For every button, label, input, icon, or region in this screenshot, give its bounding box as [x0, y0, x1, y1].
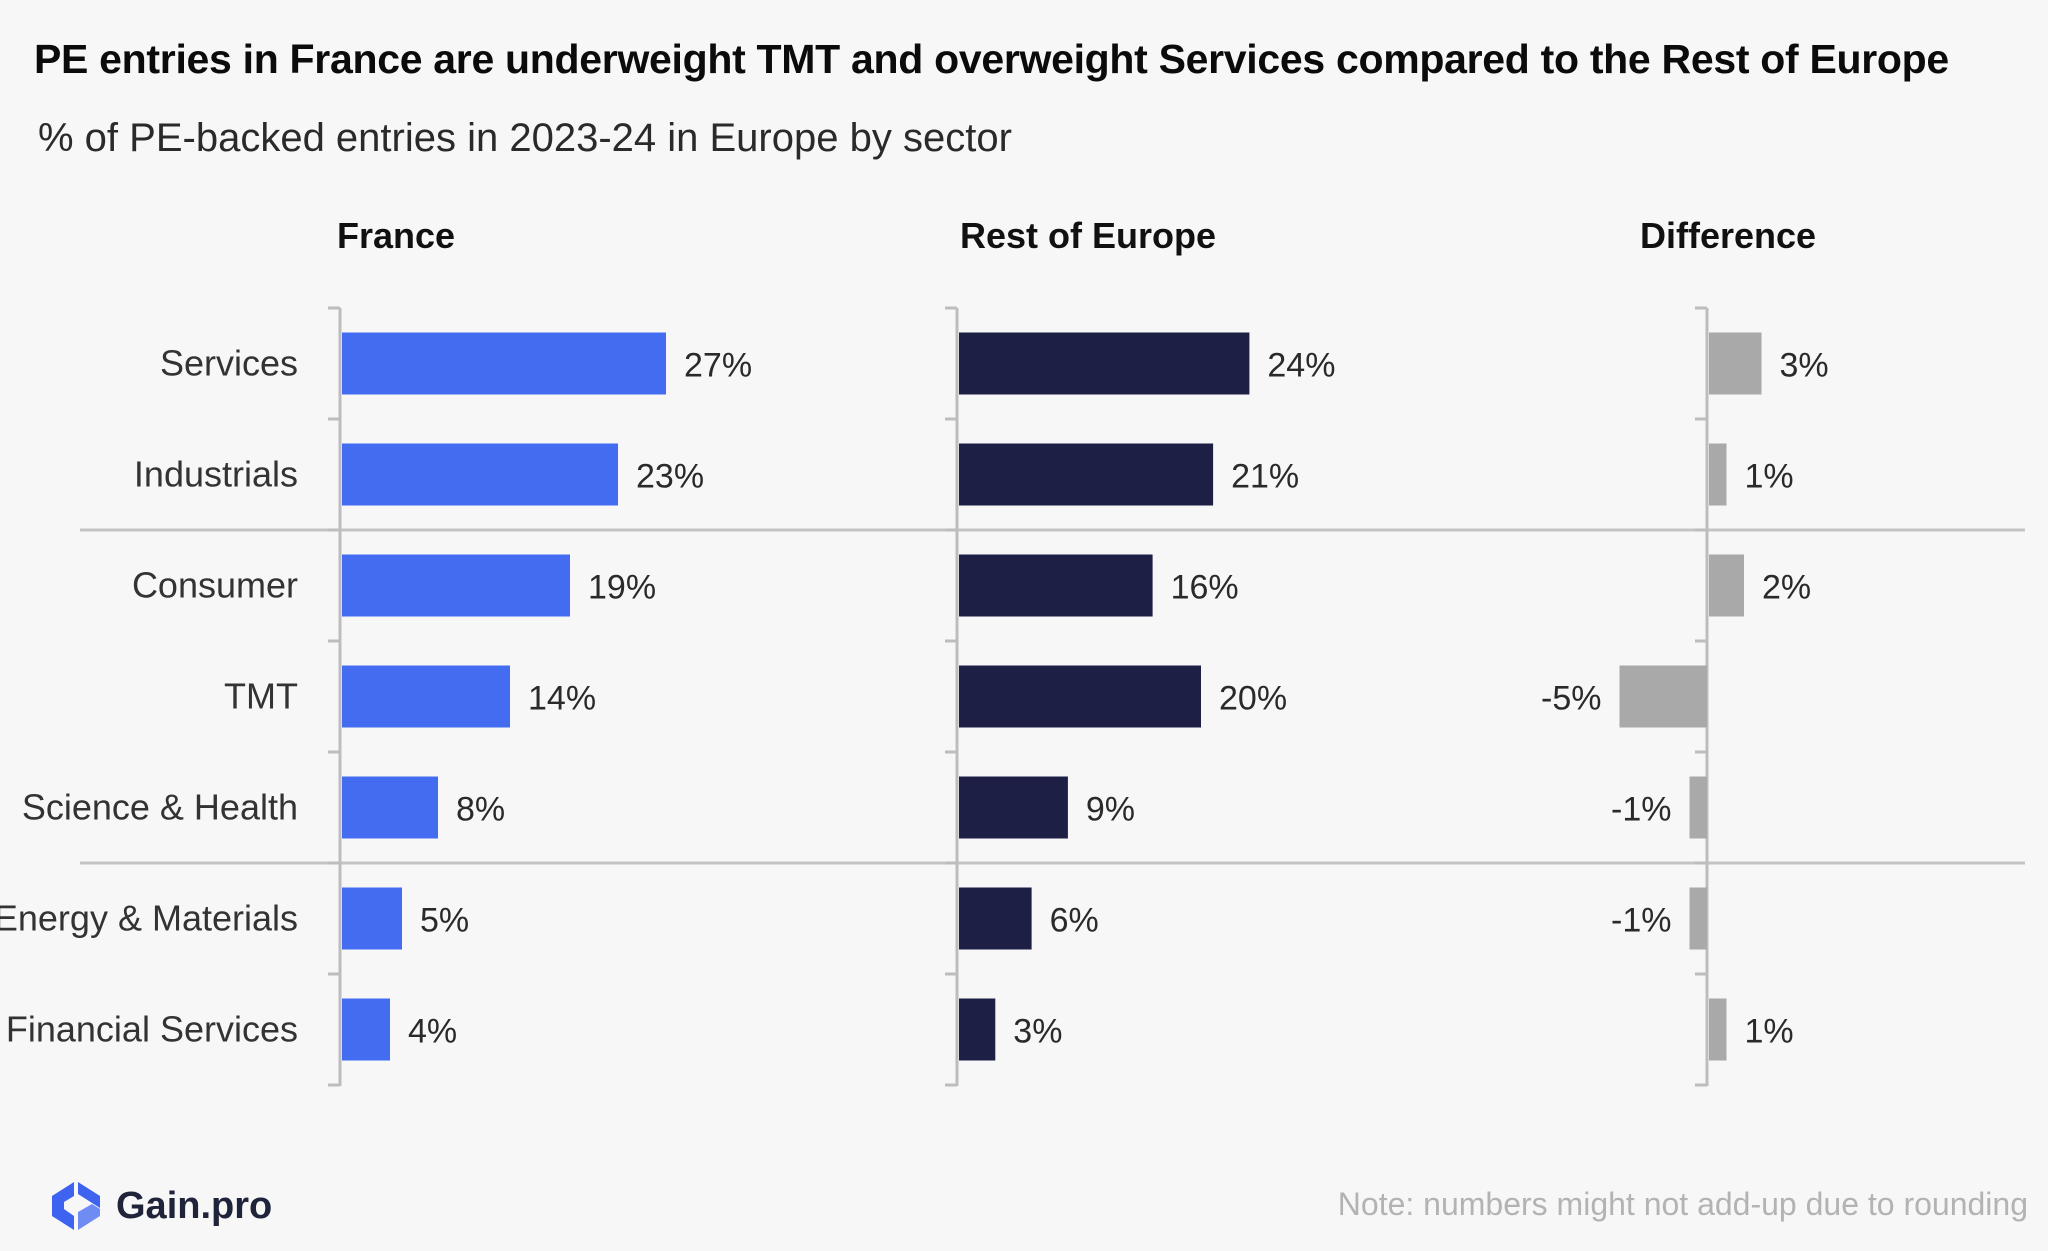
- panel-title-difference: Difference: [1640, 215, 1816, 256]
- data-label-rest-of-europe: 9%: [1086, 791, 1135, 829]
- panel-title-france: France: [337, 215, 455, 256]
- bar-difference: [1709, 443, 1727, 506]
- data-label-rest-of-europe: 21%: [1231, 458, 1299, 496]
- bar-france: [342, 776, 438, 839]
- panel-title-rest-of-europe: Rest of Europe: [960, 215, 1216, 256]
- chart-subtitle: % of PE-backed entries in 2023-24 in Eur…: [38, 116, 1012, 160]
- bar-difference: [1619, 665, 1707, 728]
- category-label: Financial Services: [6, 1009, 298, 1050]
- chart-title: PE entries in France are underweight TMT…: [34, 36, 1949, 82]
- category-label: Energy & Materials: [0, 898, 298, 939]
- data-label-difference: 1%: [1745, 458, 1794, 496]
- category-label: Science & Health: [22, 787, 298, 828]
- category-label: TMT: [224, 676, 298, 717]
- bar-difference: [1689, 887, 1707, 950]
- data-label-france: 23%: [636, 458, 704, 496]
- logo-text: Gain.pro: [116, 1184, 273, 1227]
- bar-rest-of-europe: [959, 776, 1068, 839]
- data-label-france: 19%: [588, 569, 656, 607]
- data-label-difference: -1%: [1611, 791, 1671, 829]
- bar-difference: [1709, 998, 1727, 1061]
- data-label-france: 8%: [456, 791, 505, 829]
- bar-difference: [1709, 332, 1762, 395]
- bar-france: [342, 665, 510, 728]
- data-label-difference: 2%: [1762, 569, 1811, 607]
- data-label-rest-of-europe: 20%: [1219, 680, 1287, 718]
- bar-france: [342, 554, 570, 617]
- bar-rest-of-europe: [959, 554, 1153, 617]
- bar-france: [342, 998, 390, 1061]
- bar-rest-of-europe: [959, 665, 1201, 728]
- bar-rest-of-europe: [959, 443, 1214, 506]
- data-label-difference: -5%: [1541, 680, 1601, 718]
- category-label: Services: [160, 343, 298, 384]
- bar-rest-of-europe: [959, 887, 1032, 950]
- category-label: Consumer: [132, 565, 298, 606]
- data-label-france: 4%: [408, 1013, 457, 1051]
- brand-logo: Gain.pro: [48, 1178, 272, 1234]
- data-label-rest-of-europe: 3%: [1013, 1013, 1062, 1051]
- data-label-rest-of-europe: 16%: [1171, 569, 1239, 607]
- data-label-france: 27%: [684, 347, 752, 385]
- data-label-difference: 3%: [1780, 347, 1829, 385]
- bar-difference: [1689, 776, 1707, 839]
- bar-france: [342, 332, 666, 395]
- data-label-france: 5%: [420, 902, 469, 940]
- data-label-rest-of-europe: 6%: [1050, 902, 1099, 940]
- bar-rest-of-europe: [959, 998, 996, 1061]
- bar-france: [342, 443, 618, 506]
- bar-rest-of-europe: [959, 332, 1250, 395]
- data-label-difference: -1%: [1611, 902, 1671, 940]
- data-label-rest-of-europe: 24%: [1267, 347, 1335, 385]
- data-label-difference: 1%: [1745, 1013, 1794, 1051]
- bar-difference: [1709, 554, 1744, 617]
- category-label: Industrials: [134, 454, 298, 495]
- bar-france: [342, 887, 402, 950]
- data-label-france: 14%: [528, 680, 596, 718]
- gain-pro-logo-icon: [52, 1182, 100, 1230]
- footnote: Note: numbers might not add-up due to ro…: [1337, 1186, 2028, 1222]
